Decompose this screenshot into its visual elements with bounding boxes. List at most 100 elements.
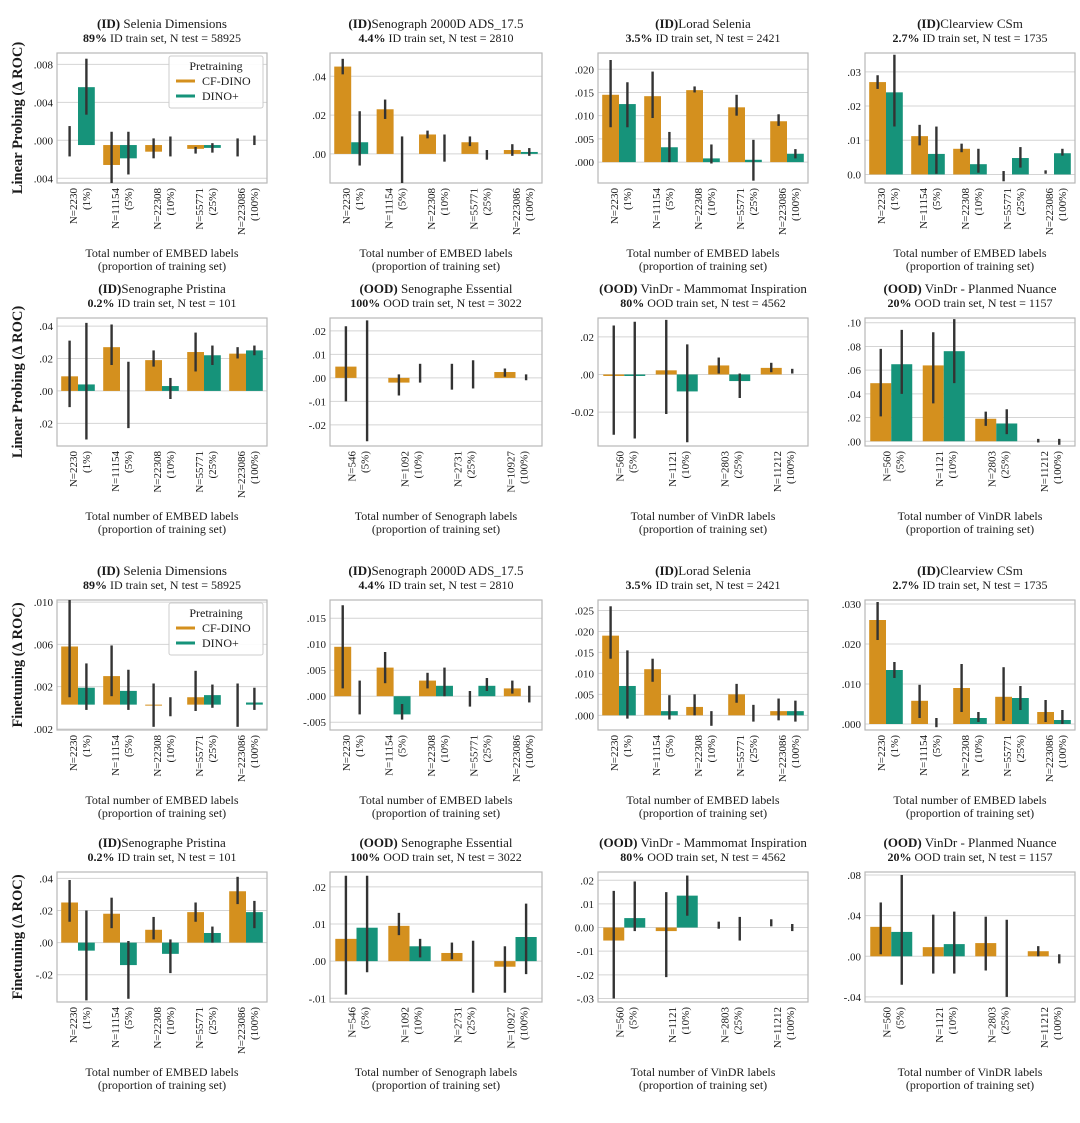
x-category-label: N=1121 (10%) — [667, 451, 692, 487]
x-axis-subtitle: (proportion of training set) — [372, 259, 500, 273]
subtitle-percent: 3.5% — [625, 31, 652, 45]
y-tick-label: .002 — [34, 682, 53, 694]
x-category-label: N=546 (5%) — [347, 1007, 372, 1038]
bar-cf-dino — [602, 635, 619, 716]
x-category-label: N=55771 (25%) — [735, 188, 760, 230]
panel-title-name: Selenia Dimensions — [120, 16, 227, 31]
panel-title: (ID)Senographe Pristina — [98, 835, 226, 850]
x-category-count: N=1092 — [400, 1007, 412, 1043]
panel-title-tag: (OOD) — [599, 281, 637, 296]
subtitle-percent: 80% — [620, 296, 644, 310]
x-category-count: N=11212 — [1039, 1007, 1051, 1048]
bar-dino-plus — [943, 351, 965, 442]
subtitle-detail: ID train set, N test = 101 — [114, 296, 236, 310]
bar-cf-dino — [187, 352, 204, 391]
x-category-count: N=2230 — [68, 1007, 80, 1044]
x-category-percent: (100%) — [790, 188, 802, 221]
x-category-percent: (10%) — [973, 735, 985, 763]
panel-subtitle: 2.7% ID train set, N test = 1735 — [892, 31, 1047, 45]
x-category-label: N=1092 (10%) — [400, 1007, 425, 1043]
panel-title-name: Senographe Essential — [398, 281, 513, 296]
bar-cf-dino — [911, 136, 928, 175]
x-category-percent: (25%) — [481, 188, 493, 216]
plot-frame — [329, 317, 543, 447]
y-tick-label: .00 — [847, 436, 861, 448]
subtitle-percent: 89% — [83, 578, 107, 592]
bar-cf-dino — [229, 353, 246, 391]
bar-cf-dino — [461, 142, 479, 154]
panel-subtitle: 80% OOD train set, N test = 4562 — [620, 850, 785, 864]
x-axis-subtitle: (proportion of training set) — [639, 259, 767, 273]
panel-subtitle: 2.7% ID train set, N test = 1735 — [892, 578, 1047, 592]
panel-subtitle: 3.5% ID train set, N test = 2421 — [625, 31, 780, 45]
panel-title: (OOD) Senographe Essential — [359, 835, 512, 850]
x-category-count: N=223086 — [236, 1007, 248, 1055]
x-category-percent: (25%) — [481, 735, 493, 763]
y-tick-label: .00 — [312, 373, 326, 385]
panel-title-tag: (ID) — [98, 835, 121, 850]
x-category-label: N=22308 (10%) — [152, 1007, 177, 1049]
x-category-count: N=10927 — [506, 451, 518, 493]
bar-dino-plus — [619, 104, 636, 163]
y-tick-label: .020 — [575, 64, 595, 76]
y-tick-label: .04 — [312, 71, 326, 83]
x-category-percent: (25%) — [999, 1007, 1011, 1035]
y-tick-label: 0.00 — [575, 923, 595, 935]
panel-subtitle: 0.2% ID train set, N test = 101 — [87, 296, 236, 310]
bar-cf-dino — [686, 90, 703, 163]
panel-subtitle: 3.5% ID train set, N test = 2421 — [625, 578, 780, 592]
x-category-label: N=10927 (100%) — [506, 1007, 531, 1049]
x-category-percent: (25%) — [999, 451, 1011, 479]
subtitle-percent: 4.4% — [358, 31, 385, 45]
y-tick-label: .000 — [307, 691, 327, 703]
x-axis-subtitle: (proportion of training set) — [639, 1078, 767, 1092]
panel-subtitle: 4.4% ID train set, N test = 2810 — [358, 31, 513, 45]
x-category-label: N=11154 (5%) — [110, 735, 135, 776]
x-category-percent: (5%) — [894, 1007, 906, 1029]
bar-cf-dino — [145, 360, 162, 391]
x-axis-title: Total number of Senograph labels — [355, 509, 518, 523]
x-axis-title: Total number of EMBED labels — [626, 246, 779, 260]
panel-title: (ID)Lorad Selenia — [655, 16, 751, 31]
x-category-label: N=223086 (100%) — [236, 1007, 261, 1055]
panel-title-tag: (ID) — [97, 16, 120, 31]
y-tick-label: .015 — [575, 647, 595, 659]
bar-cf-dino — [728, 107, 745, 163]
panel-subtitle: 89% ID train set, N test = 58925 — [83, 31, 241, 45]
y-tick-label: .06 — [847, 365, 861, 377]
x-category-percent: (1%) — [81, 188, 93, 210]
x-axis-title: Total number of VinDR labels — [631, 1065, 776, 1079]
y-tick-label: .04 — [39, 873, 53, 885]
x-category-label: N=22308 (10%) — [152, 451, 177, 493]
x-category-label: N=22308 (10%) — [152, 735, 177, 777]
x-axis-subtitle: (proportion of training set) — [372, 806, 500, 820]
x-category-percent: (5%) — [360, 451, 372, 473]
panel-title-name: Lorad Selenia — [678, 563, 751, 578]
bar-cf-dino — [187, 912, 204, 943]
bar-cf-dino — [419, 134, 436, 154]
x-category-label: N=55771 (25%) — [194, 451, 219, 493]
x-category-percent: (1%) — [354, 735, 366, 757]
x-category-label: N=1121 (10%) — [934, 1007, 959, 1043]
x-category-percent: (100%) — [785, 451, 797, 484]
y-tick-label: .00 — [580, 369, 594, 381]
x-category-percent: (5%) — [627, 1007, 639, 1029]
x-category-label: N=11212 (100%) — [1039, 451, 1064, 493]
y-tick-label: .000 — [842, 719, 862, 731]
x-category-count: N=2230 — [876, 735, 888, 772]
plot-frame — [864, 317, 1076, 447]
bar-cf-dino — [388, 925, 410, 962]
x-category-label: N=55771 (25%) — [468, 735, 493, 777]
x-category-count: N=2803 — [986, 451, 998, 488]
x-category-label: N=55771 (25%) — [1002, 735, 1027, 777]
x-category-label: N=11154 (5%) — [918, 188, 943, 229]
x-category-label: N=223086 (100%) — [1044, 735, 1069, 783]
plot-frame — [597, 317, 809, 447]
panel-title-tag: (ID) — [348, 16, 371, 31]
x-axis-subtitle: (proportion of training set) — [906, 1078, 1034, 1092]
x-category-label: N=2803 (25%) — [719, 1007, 744, 1044]
panel-title-name: Senographe Essential — [398, 835, 513, 850]
bar-dino-plus — [886, 670, 903, 724]
bar-cf-dino — [644, 96, 661, 163]
x-category-count: N=55771 — [735, 735, 747, 777]
